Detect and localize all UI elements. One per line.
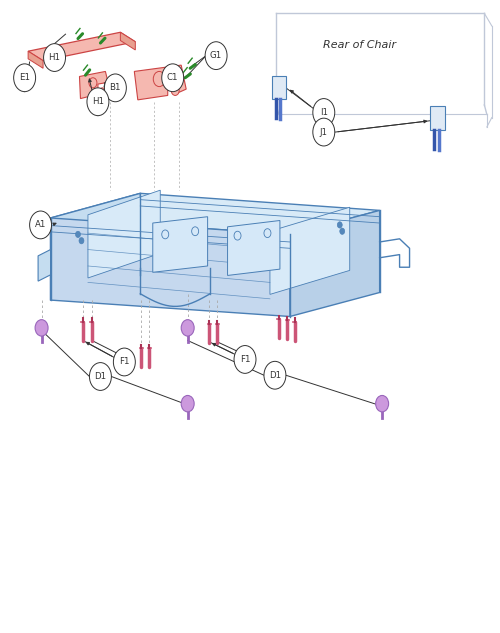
Polygon shape [290,210,380,316]
Circle shape [205,42,227,70]
Text: D1: D1 [94,372,106,381]
Circle shape [234,346,256,373]
Circle shape [162,64,184,92]
Circle shape [171,85,179,96]
Text: I1: I1 [320,108,328,117]
Circle shape [264,229,271,237]
Polygon shape [88,190,160,278]
Text: Rear of Chair: Rear of Chair [323,40,396,50]
Text: E1: E1 [19,73,30,82]
Circle shape [114,348,136,376]
Polygon shape [38,249,50,281]
Text: J1: J1 [320,128,328,137]
Polygon shape [134,65,186,100]
Circle shape [181,320,194,336]
Polygon shape [430,106,446,130]
Circle shape [90,363,112,391]
Polygon shape [272,77,286,99]
Text: D1: D1 [269,371,281,380]
Text: H1: H1 [48,53,60,62]
Text: F1: F1 [240,355,250,364]
Circle shape [192,227,198,235]
Circle shape [313,118,335,146]
Circle shape [234,231,241,240]
Text: A1: A1 [35,220,46,229]
Circle shape [264,361,286,389]
Circle shape [100,88,105,96]
Text: B1: B1 [110,84,121,92]
Polygon shape [228,220,280,275]
Circle shape [76,231,80,237]
Circle shape [154,72,165,87]
Text: C1: C1 [167,73,178,82]
Text: H1: H1 [92,97,104,106]
Circle shape [104,74,126,102]
Circle shape [313,99,335,127]
Polygon shape [50,193,140,300]
Circle shape [376,396,388,412]
Polygon shape [153,216,208,272]
Polygon shape [50,218,290,316]
Circle shape [162,230,168,239]
Polygon shape [28,32,136,61]
Polygon shape [50,193,380,234]
Text: F1: F1 [119,358,130,367]
Polygon shape [28,51,43,68]
Circle shape [87,88,109,116]
Circle shape [338,222,342,228]
Circle shape [340,228,344,234]
Circle shape [181,396,194,412]
Circle shape [35,320,48,336]
Circle shape [89,78,97,88]
Circle shape [44,44,66,72]
Polygon shape [80,72,110,99]
Circle shape [30,211,52,239]
Circle shape [79,237,84,244]
Circle shape [14,64,36,92]
Text: G1: G1 [210,51,222,60]
Polygon shape [270,207,349,294]
Polygon shape [120,32,136,50]
